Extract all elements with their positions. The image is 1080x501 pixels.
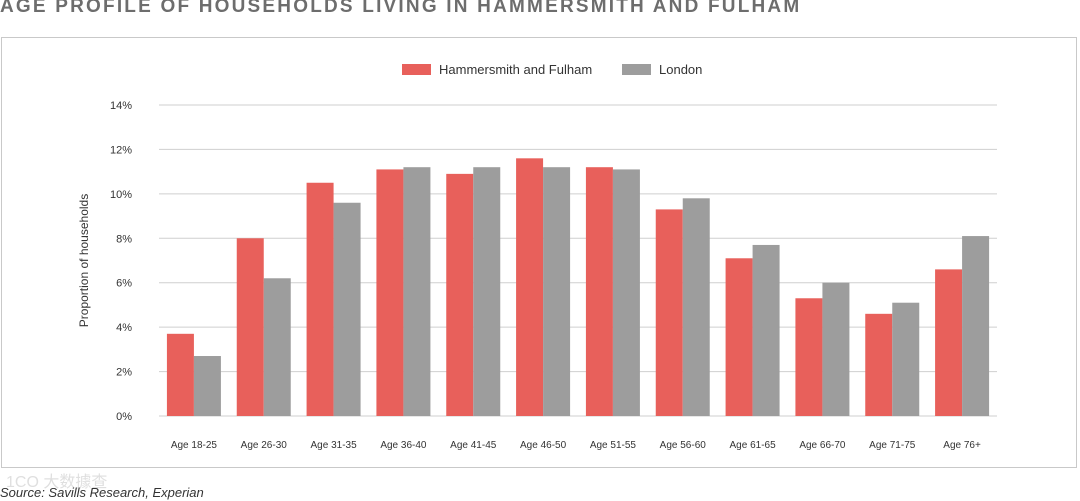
london-bar (193, 356, 221, 416)
y-tick-label: 12% (110, 144, 132, 156)
london-bar (612, 169, 640, 416)
bar-chart: 0%2%4%6%8%10%12%14% Age 18-25 Age 26-30 Ag… (77, 62, 997, 451)
watermark: 1CO 大数據查 (6, 474, 108, 491)
london-bar (892, 302, 920, 416)
legend: Hammersmith and Fulham London (402, 62, 702, 77)
london-bar (962, 236, 990, 416)
chart-frame: 0% 2% 4% 6% 8% 10% 12% 14% Age 18-25 Age 26-30 Ag… (1, 37, 1077, 468)
hammersmith-bar (306, 182, 334, 416)
hammersmith-bar (725, 258, 753, 416)
hammersmith-bar (585, 167, 613, 416)
legend-label-hammersmith: Hammersmith and Fulham (439, 62, 592, 77)
london-bar (403, 167, 431, 416)
y-tick-label: 14% (110, 100, 132, 112)
y-axis-label: Proportion of households (77, 194, 91, 327)
hammersmith-bar (935, 269, 963, 416)
london-bar (263, 278, 291, 416)
source-note: Source: Savills Research, Experian (0, 485, 204, 500)
page-title: AGE PROFILE OF HOUSEHOLDS LIVING IN HAMM… (0, 0, 802, 17)
x-tick-label: Age 76+ (943, 440, 981, 451)
london-bar (473, 167, 501, 416)
london-bar (682, 198, 710, 416)
x-tick-label: Age 71-75 (869, 440, 916, 451)
hammersmith-bar (376, 169, 404, 416)
hammersmith-bar (655, 209, 683, 416)
hammersmith-bar (516, 158, 544, 417)
legend-swatch-london (622, 64, 651, 75)
x-tick-label: Age 41-45 (450, 440, 497, 451)
x-tick-label: Age 56-60 (660, 440, 707, 451)
london-bar (543, 167, 571, 416)
london-bar (333, 202, 361, 416)
x-tick-label: Age 61-65 (730, 440, 777, 451)
london-bar (822, 282, 850, 416)
x-tick-label: Age 36-40 (380, 440, 427, 451)
y-tick-label: 8% (116, 233, 132, 245)
x-tick-label: Age 18-25 (171, 440, 218, 451)
x-tick-label: Age 26-30 (241, 440, 288, 451)
x-tick-label: Age 46-50 (520, 440, 567, 451)
hammersmith-bar (236, 238, 264, 416)
hammersmith-bar (166, 333, 194, 416)
bars (166, 158, 990, 417)
legend-label-london: London (659, 62, 702, 77)
x-tick-label: Age 51-55 (590, 440, 637, 451)
x-tick-label: Age 31-35 (311, 440, 358, 451)
y-tick-label: 4% (116, 322, 132, 334)
y-tick-label: 10% (110, 189, 132, 201)
hammersmith-bar (795, 298, 823, 416)
london-bar (752, 244, 780, 416)
hammersmith-bar (865, 313, 893, 416)
x-axis-ticks: Age 18-25 Age 26-30 Age 31-35 Age 36-40 Age … (171, 440, 981, 451)
y-tick-label: 2% (116, 367, 132, 379)
x-tick-label: Age 66-70 (799, 440, 846, 451)
y-tick-label: 6% (116, 278, 132, 290)
y-axis-ticks: 0% 2% 4% 6% 8% 10% 12% 14% (110, 100, 132, 423)
legend-swatch-hammersmith (402, 64, 431, 75)
hammersmith-bar (446, 173, 474, 416)
grid-lines (159, 104, 997, 417)
y-tick-label: 0% (116, 411, 132, 423)
